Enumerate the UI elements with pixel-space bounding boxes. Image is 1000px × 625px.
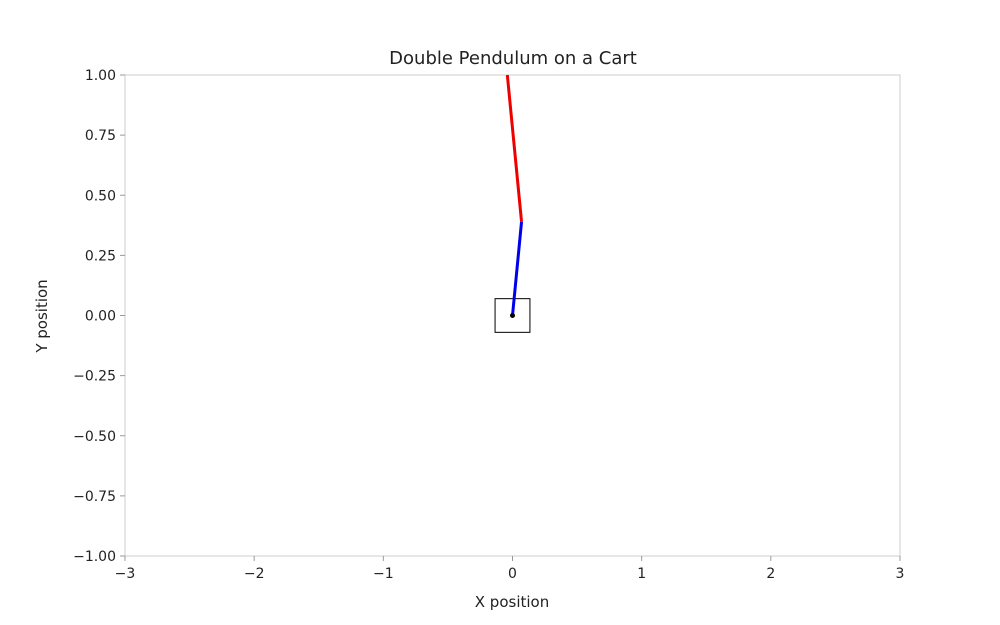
y-axis-label: Y position: [33, 279, 51, 353]
chart-title: Double Pendulum on a Cart: [389, 48, 637, 69]
pendulum-link-2: [505, 74, 524, 222]
y-tick-label: 0.25: [85, 248, 116, 264]
x-tick-label: 3: [896, 566, 905, 582]
x-tick-label: 1: [637, 566, 646, 582]
y-tick-label: 0.50: [85, 188, 116, 204]
y-tick-label: 0.75: [85, 128, 116, 144]
cart-box: [494, 298, 531, 333]
y-tick-label: 1.00: [85, 68, 116, 84]
y-tick-label: −1.00: [73, 549, 116, 565]
x-tick-label: 0: [508, 566, 517, 582]
cart-pivot-point: [510, 313, 515, 318]
x-tick-label: −2: [244, 566, 265, 582]
x-tick-label: 2: [766, 566, 775, 582]
y-tick-label: −0.25: [73, 369, 116, 385]
x-tick-label: −3: [115, 566, 136, 582]
y-tick-label: 0.00: [85, 309, 116, 325]
x-tick-label: −1: [373, 566, 394, 582]
y-tick-label: −0.50: [73, 429, 116, 445]
y-tick-label: −0.75: [73, 489, 116, 505]
x-axis-label: X position: [475, 593, 549, 611]
pendulum-link-1: [511, 221, 524, 316]
